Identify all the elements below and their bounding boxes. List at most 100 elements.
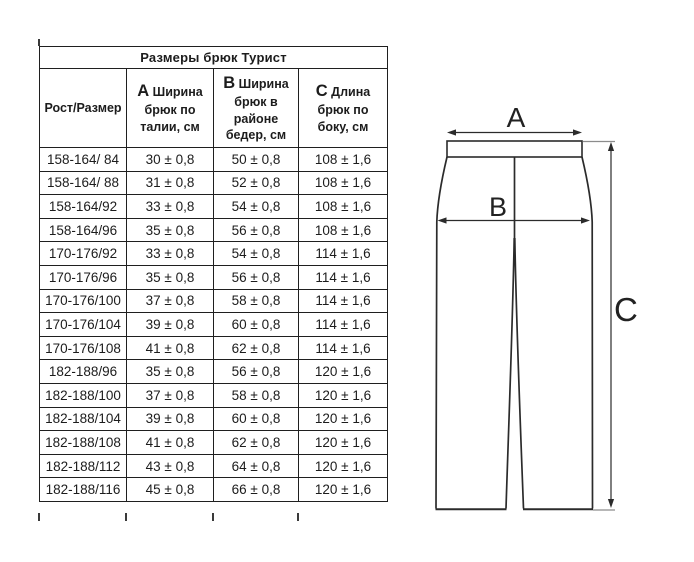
measurement-cell: 108 ± 1,6: [298, 147, 388, 172]
size-cell: 158-164/96: [39, 217, 127, 243]
measurement-cell: 56 ± 0,8: [213, 359, 299, 384]
scan-artifact-line: [212, 513, 214, 521]
measurement-cell: 37 ± 0,8: [126, 382, 214, 408]
size-cell: 158-164/ 84: [39, 147, 127, 172]
measurement-cell: 114 ± 1,6: [298, 335, 388, 361]
measurement-cell: 66 ± 0,8: [213, 477, 299, 502]
dim-b-arrowhead-right: [581, 217, 590, 224]
table-row: 170-176/96 35 ± 0,8 56 ± 0,8 114 ± 1,6: [39, 264, 388, 290]
measurement-cell: 114 ± 1,6: [298, 264, 388, 290]
column-header-text: брюк по: [144, 103, 196, 118]
size-cell: 182-188/104: [39, 406, 127, 432]
column-header-text: бедер, см: [225, 128, 287, 143]
table-row: 158-164/ 88 31 ± 0,8 52 ± 0,8 108 ± 1,6: [39, 170, 388, 196]
measurement-cell: 108 ± 1,6: [298, 217, 388, 243]
measurement-cell: 120 ± 1,6: [298, 382, 388, 408]
scan-artifact-line: [38, 513, 40, 521]
measurement-cell: 114 ± 1,6: [298, 241, 388, 266]
size-cell: 170-176/100: [39, 288, 127, 314]
measurement-cell: 62 ± 0,8: [213, 335, 299, 361]
measurement-cell: 50 ± 0,8: [213, 147, 299, 172]
table-row: 170-176/92 33 ± 0,8 54 ± 0,8 114 ± 1,6: [39, 241, 388, 266]
dim-c-arrowhead-bottom: [607, 499, 615, 508]
pants-waistband: [446, 140, 583, 158]
size-cell: 170-176/96: [39, 264, 127, 290]
table-row: 182-188/116 45 ± 0,8 66 ± 0,8 120 ± 1,6: [39, 477, 388, 502]
column-header: A Ширина брюк по талии, см: [126, 68, 214, 148]
table-row: 170-176/100 37 ± 0,8 58 ± 0,8 114 ± 1,6: [39, 288, 388, 314]
measurement-cell: 45 ± 0,8: [126, 477, 214, 502]
measurement-cell: 58 ± 0,8: [213, 288, 299, 314]
column-header-text: Ширина: [152, 85, 203, 100]
size-table: Размеры брюк Турист Рост/Размер A Ширина б…: [39, 46, 388, 502]
scan-artifact-line: [297, 513, 299, 521]
measurement-cell: 120 ± 1,6: [298, 430, 388, 455]
measurement-cell: 114 ± 1,6: [298, 312, 388, 337]
measurement-cell: 35 ± 0,8: [126, 217, 214, 243]
size-cell: 182-188/100: [39, 382, 127, 408]
measurement-cell: 108 ± 1,6: [298, 170, 388, 196]
measurement-cell: 39 ± 0,8: [126, 312, 214, 337]
column-header-letter: B: [223, 73, 236, 92]
measurement-cell: 120 ± 1,6: [298, 359, 388, 384]
table-row: 158-164/ 84 30 ± 0,8 50 ± 0,8 108 ± 1,6: [39, 147, 388, 172]
table-header-row: Рост/Размер A Ширина брюк по талии, см B Шир…: [39, 68, 388, 148]
table-title: Размеры брюк Турист: [39, 46, 388, 69]
measurement-cell: 43 ± 0,8: [126, 453, 214, 479]
column-header-text: брюк по: [317, 103, 369, 118]
size-cell: 182-188/96: [39, 359, 127, 384]
column-header-text: боку, см: [317, 120, 369, 135]
pants-right-inseam: [513, 237, 525, 509]
column-header: Рост/Размер: [39, 68, 127, 148]
measurement-cell: 56 ± 0,8: [213, 264, 299, 290]
measurement-cell: 54 ± 0,8: [213, 241, 299, 266]
column-header-text: Длина: [331, 85, 371, 100]
dim-c-arrowhead-top: [607, 142, 615, 151]
measurement-cell: 56 ± 0,8: [213, 217, 299, 243]
size-cell: 170-176/92: [39, 241, 127, 266]
pants-left-outer-edge: [435, 156, 448, 509]
dim-c-label: C: [614, 291, 638, 328]
column-header-text: Ширина: [238, 76, 289, 91]
dim-a-label: A: [507, 102, 526, 133]
column-header-text: Рост/Размер: [44, 100, 122, 115]
measurement-cell: 54 ± 0,8: [213, 194, 299, 219]
scan-artifact-line: [38, 39, 40, 46]
column-header-text: районе: [233, 111, 279, 126]
column-header: B Ширина брюк в районе бедер, см: [213, 68, 299, 148]
pants-right-outer-edge: [581, 156, 594, 509]
measurement-cell: 108 ± 1,6: [298, 194, 388, 219]
size-cell: 182-188/116: [39, 477, 127, 502]
dim-b-label: B: [489, 192, 507, 222]
measurement-cell: 120 ± 1,6: [298, 406, 388, 432]
measurement-cell: 58 ± 0,8: [213, 382, 299, 408]
measurement-cell: 33 ± 0,8: [126, 194, 214, 219]
column-header-letter: C: [315, 82, 328, 101]
size-cell: 182-188/112: [39, 453, 127, 479]
size-cell: 158-164/92: [39, 194, 127, 219]
size-cell: 158-164/ 88: [39, 170, 127, 196]
measurement-cell: 41 ± 0,8: [126, 430, 214, 455]
measurement-cell: 37 ± 0,8: [126, 288, 214, 314]
measurement-cell: 114 ± 1,6: [298, 288, 388, 314]
scan-artifact-line: [125, 513, 127, 521]
measurement-cell: 62 ± 0,8: [213, 430, 299, 455]
table-row: 182-188/112 43 ± 0,8 64 ± 0,8 120 ± 1,6: [39, 453, 388, 479]
table-row: 182-188/108 41 ± 0,8 62 ± 0,8 120 ± 1,6: [39, 430, 388, 455]
table-title-row: Размеры брюк Турист: [39, 46, 388, 69]
table-row: 158-164/92 33 ± 0,8 54 ± 0,8 108 ± 1,6: [39, 194, 388, 219]
measurement-cell: 64 ± 0,8: [213, 453, 299, 479]
measurement-cell: 30 ± 0,8: [126, 147, 214, 172]
measurement-cell: 41 ± 0,8: [126, 335, 214, 361]
measurement-cell: 35 ± 0,8: [126, 359, 214, 384]
column-header-text: брюк в: [234, 94, 278, 109]
measurement-cell: 120 ± 1,6: [298, 453, 388, 479]
measurement-cell: 35 ± 0,8: [126, 264, 214, 290]
table-row: 158-164/96 35 ± 0,8 56 ± 0,8 108 ± 1,6: [39, 217, 388, 243]
measurement-cell: 39 ± 0,8: [126, 406, 214, 432]
column-header-letter: A: [137, 82, 150, 101]
dim-a-arrowhead-right: [573, 129, 582, 136]
measurement-cell: 60 ± 0,8: [213, 406, 299, 432]
